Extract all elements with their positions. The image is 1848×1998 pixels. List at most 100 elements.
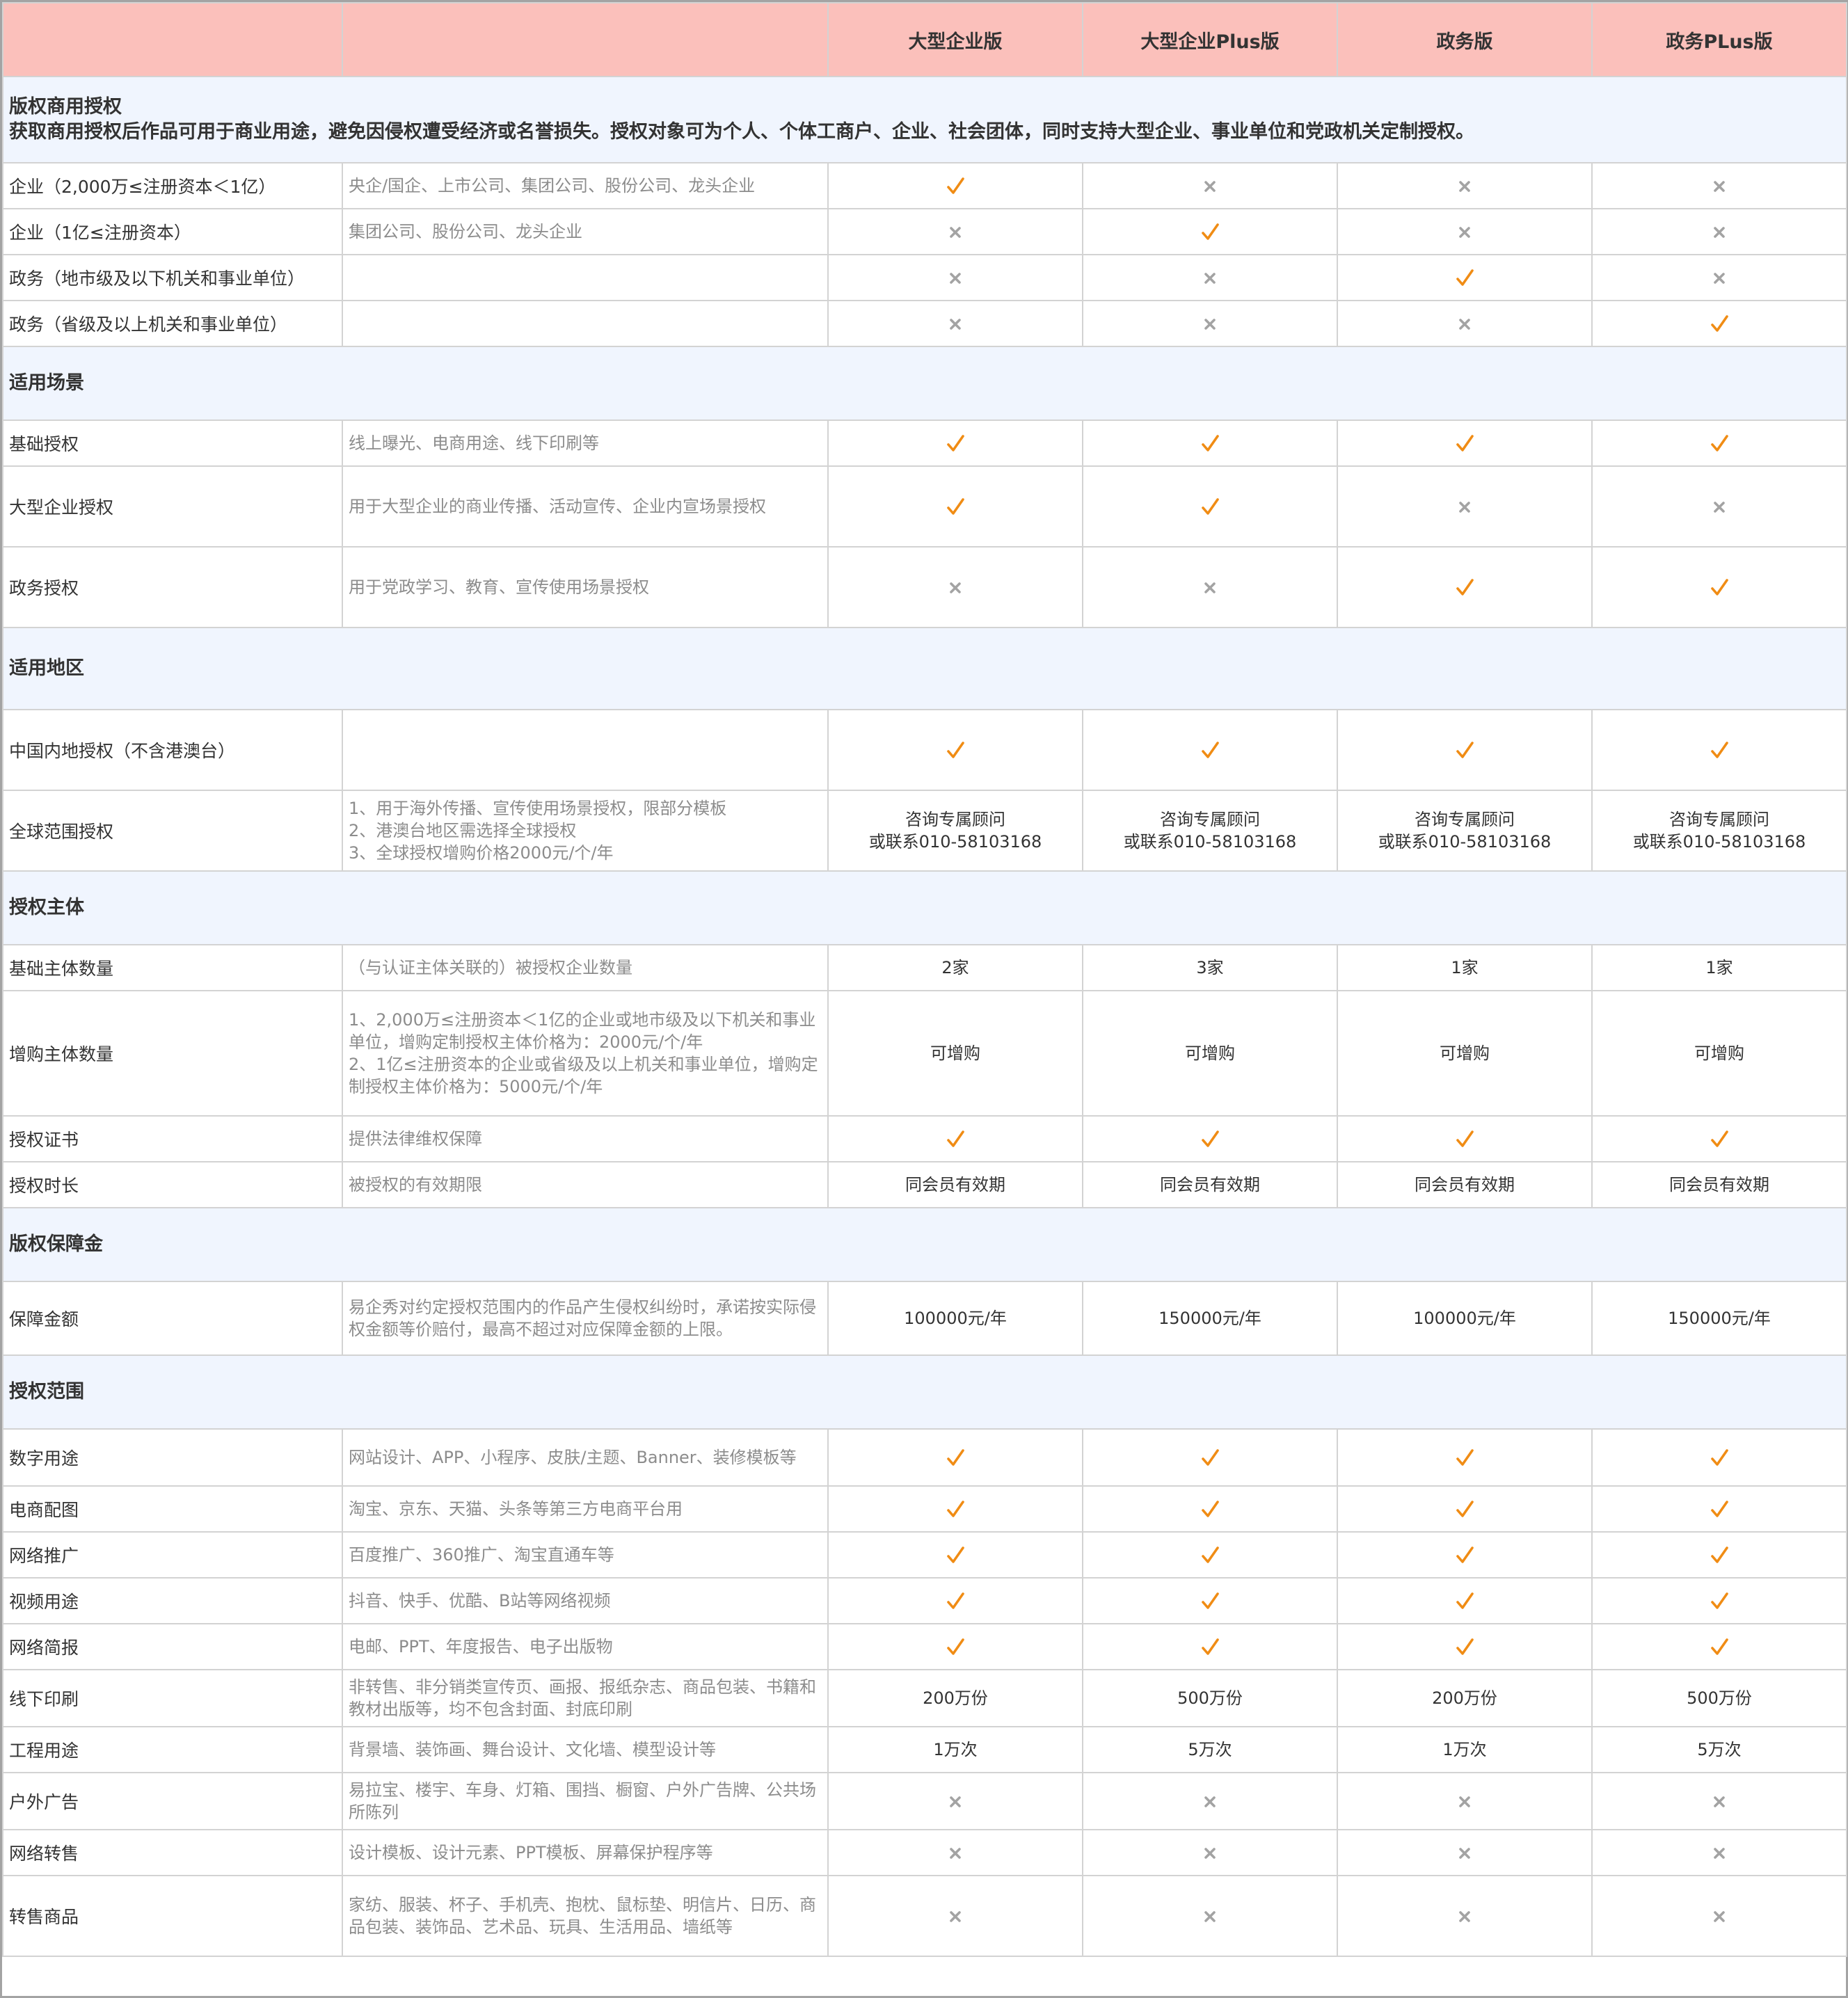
row-name: 授权时长: [2, 1161, 343, 1208]
row-description: 被授权的有效期限: [342, 1161, 829, 1208]
cell-enterprise: [827, 1623, 1083, 1670]
table-row: 企业（2,000万≤注册资本＜1亿） 央企/国企、上市公司、集团公司、股份公司、龙…: [2, 162, 1847, 209]
header-blank-desc: [342, 2, 829, 77]
section-header: 授权范围: [2, 1354, 1847, 1430]
section-header-row: 适用地区: [2, 627, 1847, 710]
check-icon: [1200, 497, 1220, 518]
cell-government: [1337, 1531, 1593, 1579]
row-description: 设计模板、设计元素、PPT模板、屏幕保护程序等: [342, 1829, 829, 1876]
cross-icon: [1454, 1906, 1475, 1927]
check-icon: [1200, 1591, 1220, 1612]
cell-enterprise-plus: [1082, 1623, 1338, 1670]
cross-icon: [1454, 497, 1475, 518]
cross-icon: [1454, 1791, 1475, 1812]
check-icon: [945, 176, 966, 197]
cell-government-plus: 150000元/年: [1591, 1281, 1847, 1356]
cross-icon: [1709, 268, 1730, 289]
cell-enterprise-plus: [1082, 546, 1338, 628]
section-title: 授权主体: [9, 897, 84, 918]
check-icon: [1709, 1129, 1730, 1150]
cell-government-plus: [1591, 1623, 1847, 1670]
cell-government-plus: [1591, 1577, 1847, 1624]
cross-icon: [1200, 314, 1220, 335]
row-name: 政务（省级及以上机关和事业单位）: [2, 300, 343, 347]
table-row: 保障金额 易企秀对约定授权范围内的作品产生侵权纠纷时，承诺按实际侵权金额等价赔付，…: [2, 1281, 1847, 1356]
cell-government-plus: [1591, 254, 1847, 301]
cell-enterprise-plus: [1082, 1829, 1338, 1876]
cell-value: 可增购: [1440, 1044, 1490, 1063]
row-description: 1、用于海外传播、宣传使用场景授权，限部分模板 2、港澳台地区需选择全球授权 3…: [342, 790, 829, 872]
check-icon: [1454, 1591, 1475, 1612]
cell-enterprise: 2家: [827, 944, 1083, 991]
table-row: 企业（1亿≤注册资本） 集团公司、股份公司、龙头企业: [2, 208, 1847, 255]
cell-value: 150000元/年: [1158, 1309, 1261, 1328]
header-government-plus[interactable]: 政务PLus版: [1591, 2, 1847, 77]
cross-icon: [1709, 1791, 1730, 1812]
check-icon: [1709, 1499, 1730, 1520]
cell-enterprise-plus: [1082, 1428, 1338, 1487]
section-header: 适用场景: [2, 346, 1847, 421]
section-subtitle: 获取商用授权后作品可用于商业用途，避免因侵权遭受经济或名誉损失。授权对象可为个人…: [9, 121, 1474, 143]
cell-value: 可增购: [1694, 1044, 1744, 1063]
section-header-row: 版权商用授权 获取商用授权后作品可用于商业用途，避免因侵权遭受经济或名誉损失。授权…: [2, 76, 1847, 163]
header-government[interactable]: 政务版: [1337, 2, 1593, 77]
section-title: 版权保障金: [9, 1233, 103, 1255]
cell-enterprise: [827, 1829, 1083, 1876]
cell-government: 1万次: [1337, 1726, 1593, 1773]
cell-enterprise-plus: [1082, 1485, 1338, 1533]
cell-government: [1337, 1875, 1593, 1957]
cell-enterprise: [827, 1115, 1083, 1162]
row-description: 提供法律维权保障: [342, 1115, 829, 1162]
cross-icon: [1200, 268, 1220, 289]
cross-icon: [1200, 176, 1220, 197]
check-icon: [945, 1448, 966, 1469]
row-description: 背景墙、装饰画、舞台设计、文化墙、模型设计等: [342, 1726, 829, 1773]
cell-enterprise: [827, 162, 1083, 209]
cell-enterprise: 1万次: [827, 1726, 1083, 1773]
section-header-row: 授权范围: [2, 1354, 1847, 1430]
cell-government: [1337, 162, 1593, 209]
cell-government-plus: [1591, 1428, 1847, 1487]
header-enterprise[interactable]: 大型企业版: [827, 2, 1083, 77]
header-enterprise-plus[interactable]: 大型企业Plus版: [1082, 2, 1338, 77]
table-row: 增购主体数量 1、2,000万≤注册资本＜1亿的企业或地市级及以下机关和事业单位，…: [2, 990, 1847, 1117]
cell-government-plus: [1591, 709, 1847, 791]
row-name: 线下印刷: [2, 1669, 343, 1727]
check-icon: [1709, 1591, 1730, 1612]
check-icon: [1200, 222, 1220, 243]
section-header-row: 授权主体: [2, 870, 1847, 945]
section-title: 适用地区: [9, 657, 84, 679]
table-row: 转售商品 家纺、服装、杯子、手机壳、抱枕、鼠标垫、明信片、日历、商品包装、装饰品、…: [2, 1875, 1847, 1957]
cross-icon: [945, 1791, 966, 1812]
cell-government: 100000元/年: [1337, 1281, 1593, 1356]
header-blank-name: [2, 2, 343, 77]
cell-enterprise: [827, 546, 1083, 628]
check-icon: [1200, 740, 1220, 761]
check-icon: [945, 1637, 966, 1658]
cell-value: 1家: [1705, 958, 1733, 977]
check-icon: [1454, 1129, 1475, 1150]
row-name: 基础主体数量: [2, 944, 343, 991]
table-row: 基础主体数量 （与认证主体关联的）被授权企业数量 2家 3家 1家 1家: [2, 944, 1847, 991]
section-header: 适用地区: [2, 627, 1847, 710]
cell-enterprise: 可增购: [827, 990, 1083, 1117]
row-name: 大型企业授权: [2, 465, 343, 548]
row-description: 易拉宝、楼宇、车身、灯箱、围挡、橱窗、户外广告牌、公共场所陈列: [342, 1772, 829, 1830]
cell-government-plus: [1591, 1485, 1847, 1533]
row-description: 用于大型企业的商业传播、活动宣传、企业内宣场景授权: [342, 465, 829, 548]
row-description: 家纺、服装、杯子、手机壳、抱枕、鼠标垫、明信片、日历、商品包装、装饰品、艺术品、…: [342, 1875, 829, 1957]
cell-government: [1337, 1428, 1593, 1487]
cell-government: 同会员有效期: [1337, 1161, 1593, 1208]
cell-value: 同会员有效期: [905, 1175, 1005, 1194]
cell-enterprise-plus: [1082, 162, 1338, 209]
cell-government: [1337, 208, 1593, 255]
row-description: 集团公司、股份公司、龙头企业: [342, 208, 829, 255]
check-icon: [1709, 1637, 1730, 1658]
row-name: 政务（地市级及以下机关和事业单位）: [2, 254, 343, 301]
cross-icon: [1709, 176, 1730, 197]
cross-icon: [1454, 1843, 1475, 1864]
check-icon: [945, 433, 966, 454]
cross-icon: [945, 314, 966, 335]
cell-value: 1万次: [933, 1740, 978, 1759]
cell-government-plus: [1591, 419, 1847, 467]
